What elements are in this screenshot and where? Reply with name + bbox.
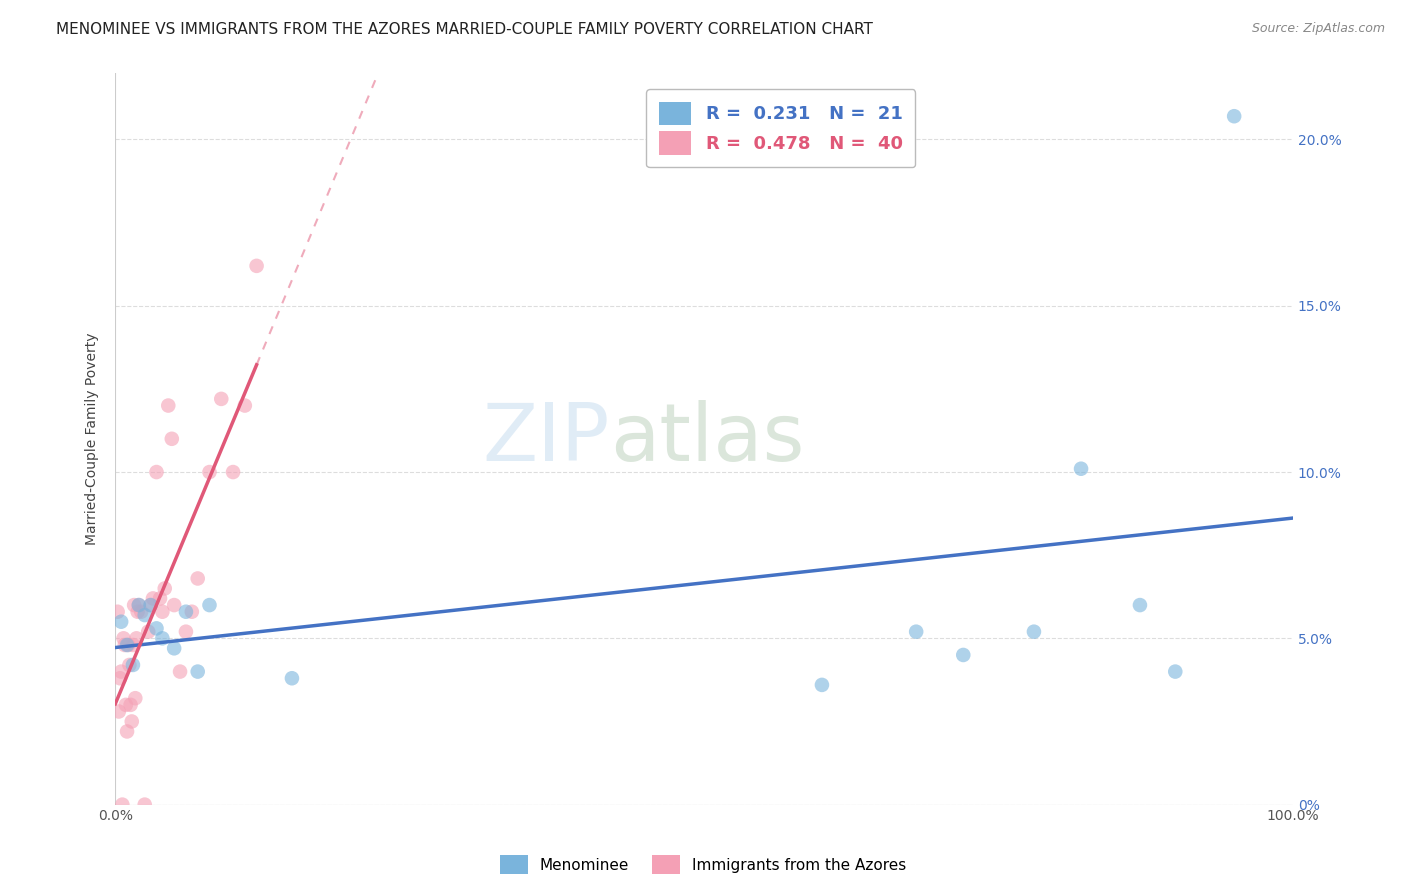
Point bbox=[125, 632, 148, 646]
Point bbox=[149, 591, 172, 606]
Point bbox=[110, 665, 132, 679]
Point bbox=[111, 797, 134, 812]
Point bbox=[1070, 461, 1092, 475]
Point bbox=[187, 665, 209, 679]
Point bbox=[198, 465, 221, 479]
Point bbox=[139, 598, 162, 612]
Point bbox=[150, 605, 173, 619]
Point bbox=[124, 691, 146, 706]
Point bbox=[180, 605, 202, 619]
Point bbox=[209, 392, 232, 406]
Point bbox=[174, 605, 197, 619]
Point bbox=[115, 698, 138, 712]
Point bbox=[142, 591, 165, 606]
Point bbox=[222, 465, 245, 479]
Point bbox=[153, 582, 176, 596]
Legend: R =  0.231   N =  21, R =  0.478   N =  40: R = 0.231 N = 21, R = 0.478 N = 40 bbox=[647, 89, 915, 168]
Y-axis label: Married-Couple Family Poverty: Married-Couple Family Poverty bbox=[86, 333, 100, 545]
Point bbox=[115, 638, 138, 652]
Point bbox=[169, 665, 191, 679]
Point bbox=[122, 657, 145, 672]
Point bbox=[122, 598, 145, 612]
Point bbox=[107, 705, 129, 719]
Point bbox=[1223, 109, 1246, 123]
Point bbox=[114, 638, 136, 652]
Point bbox=[136, 624, 159, 639]
Point bbox=[117, 638, 139, 652]
Point bbox=[110, 615, 132, 629]
Point bbox=[160, 432, 183, 446]
Point bbox=[905, 624, 928, 639]
Point bbox=[233, 399, 256, 413]
Point bbox=[174, 624, 197, 639]
Point bbox=[150, 632, 173, 646]
Point bbox=[107, 605, 129, 619]
Point bbox=[115, 724, 138, 739]
Legend: Menominee, Immigrants from the Azores: Menominee, Immigrants from the Azores bbox=[494, 849, 912, 880]
Point bbox=[145, 465, 167, 479]
Point bbox=[246, 259, 269, 273]
Point bbox=[120, 698, 142, 712]
Text: atlas: atlas bbox=[610, 400, 804, 478]
Point bbox=[128, 598, 150, 612]
Point bbox=[163, 598, 186, 612]
Point bbox=[127, 605, 149, 619]
Point bbox=[163, 641, 186, 656]
Point bbox=[118, 657, 141, 672]
Point bbox=[134, 797, 156, 812]
Point bbox=[108, 671, 131, 685]
Point bbox=[128, 598, 150, 612]
Text: ZIP: ZIP bbox=[482, 400, 610, 478]
Point bbox=[157, 399, 180, 413]
Point bbox=[121, 714, 143, 729]
Point bbox=[139, 598, 162, 612]
Point bbox=[811, 678, 834, 692]
Point bbox=[952, 648, 974, 662]
Point bbox=[145, 621, 167, 635]
Point bbox=[1164, 665, 1187, 679]
Point bbox=[187, 572, 209, 586]
Point bbox=[112, 632, 135, 646]
Point bbox=[129, 605, 152, 619]
Text: Source: ZipAtlas.com: Source: ZipAtlas.com bbox=[1251, 22, 1385, 36]
Point bbox=[1022, 624, 1045, 639]
Point bbox=[281, 671, 304, 685]
Point bbox=[134, 608, 156, 623]
Point bbox=[198, 598, 221, 612]
Point bbox=[122, 638, 145, 652]
Point bbox=[1129, 598, 1152, 612]
Text: MENOMINEE VS IMMIGRANTS FROM THE AZORES MARRIED-COUPLE FAMILY POVERTY CORRELATIO: MENOMINEE VS IMMIGRANTS FROM THE AZORES … bbox=[56, 22, 873, 37]
